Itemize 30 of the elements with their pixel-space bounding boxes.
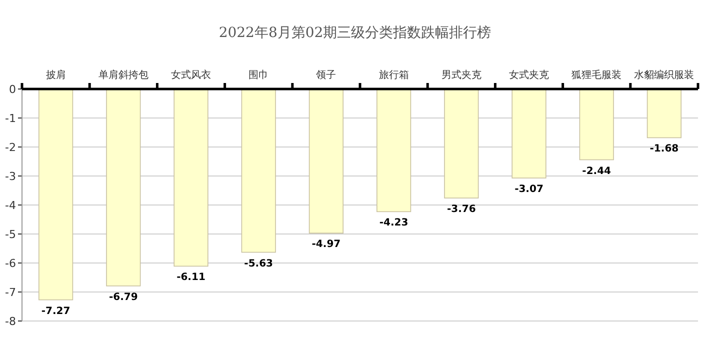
data-label: -3.07: [514, 184, 544, 196]
x-tick-label: 水貂编织服装: [634, 69, 694, 81]
data-label: -7.27: [41, 306, 70, 317]
data-label: -4.23: [379, 218, 408, 229]
data-label: -4.97: [312, 239, 341, 250]
data-label: -6.11: [176, 272, 206, 284]
y-tick-label: -6: [5, 257, 16, 270]
x-tick-label: 单肩斜挎包: [98, 69, 148, 81]
y-tick-label: -3: [5, 170, 16, 183]
data-label: -3.76: [446, 204, 476, 216]
data-label: -5.63: [244, 258, 274, 270]
y-tick-label: -7: [5, 286, 16, 299]
x-tick-label: 女式风衣: [171, 69, 211, 81]
y-tick-label: 0: [9, 83, 16, 96]
y-tick-label: -5: [5, 228, 16, 241]
x-tick-label: 旅行箱: [378, 69, 409, 81]
chart-title: 2022年8月第02期三级分类指数跌幅排行榜: [218, 25, 492, 41]
x-tick-label: 披肩: [46, 69, 66, 81]
y-tick-label: -4: [5, 199, 16, 212]
x-tick-label: 女式夹克: [509, 69, 549, 81]
data-label: -1.68: [650, 144, 679, 155]
data-label: -2.44: [582, 166, 612, 177]
y-tick-label: -8: [5, 315, 16, 328]
y-tick-label: -1: [5, 112, 16, 125]
data-label: -6.79: [108, 292, 138, 303]
x-tick-label: 领子: [316, 69, 336, 81]
x-tick-label: 围巾: [248, 69, 269, 81]
x-tick-label: 狐狸毛服装: [572, 69, 622, 81]
y-tick-label: -2: [5, 141, 16, 154]
x-tick-label: 男式夹克: [441, 69, 482, 81]
